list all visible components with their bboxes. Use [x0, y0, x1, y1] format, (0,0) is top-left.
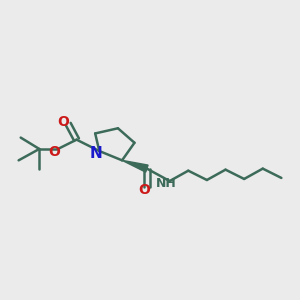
Text: O: O — [57, 115, 69, 129]
Text: NH: NH — [156, 177, 177, 190]
Text: N: N — [90, 146, 103, 161]
Text: O: O — [48, 145, 60, 159]
Polygon shape — [122, 160, 148, 172]
Text: O: O — [138, 183, 150, 197]
